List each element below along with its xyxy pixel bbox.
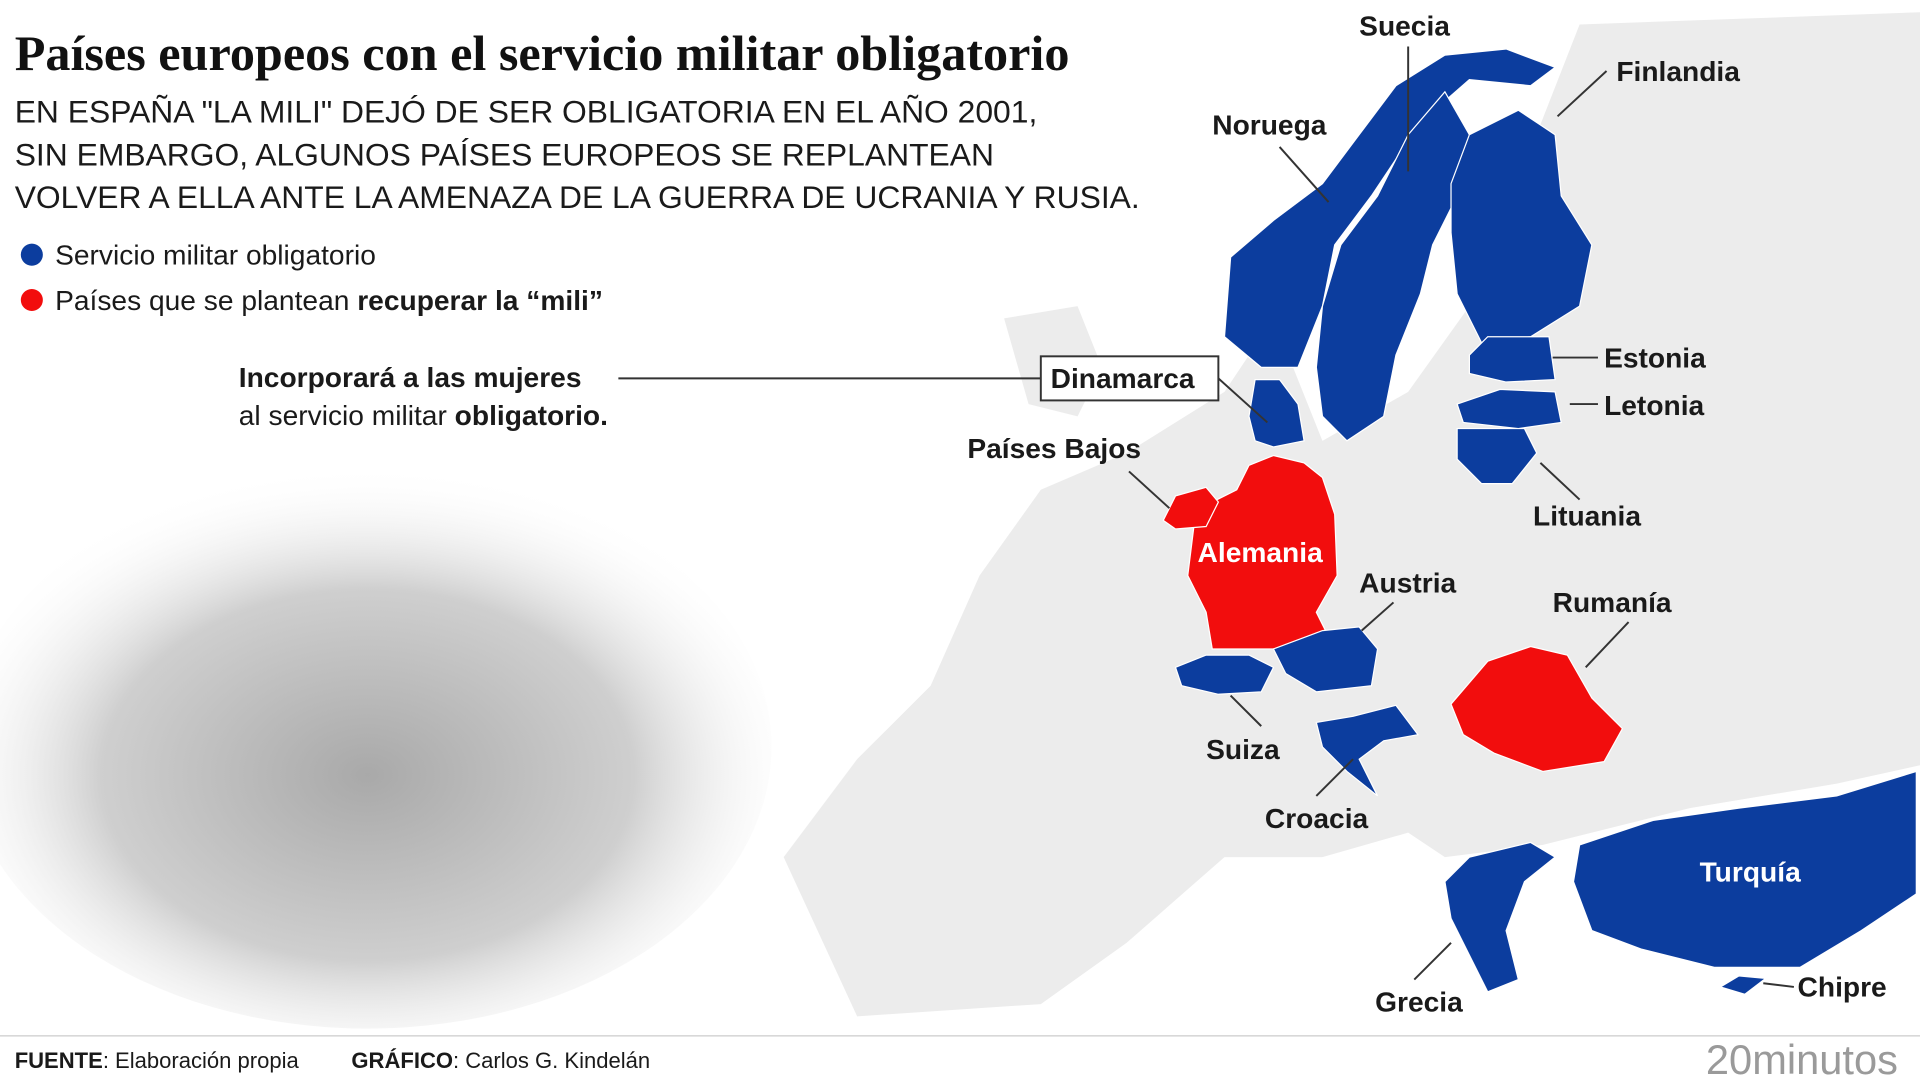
photo-backdrop (0, 465, 772, 1029)
country-croacia (1315, 704, 1420, 797)
country-label: Grecia (1375, 986, 1463, 1017)
annotation-bold: obligatorio. (455, 400, 608, 431)
country-label: Suiza (1206, 734, 1280, 765)
leader (1539, 462, 1581, 501)
leader (1763, 982, 1794, 988)
credit-label: GRÁFICO (351, 1048, 453, 1073)
country-chipre (1718, 975, 1768, 995)
country-label: Letonia (1604, 390, 1704, 421)
country-estonia (1468, 336, 1556, 383)
title: Países europeos con el servicio militar … (15, 25, 1070, 81)
country-label: Croacia (1265, 803, 1369, 834)
country-suiza (1174, 654, 1275, 695)
legend-bold: recuperar la “mili” (357, 285, 603, 316)
country-turquia (1572, 770, 1917, 968)
country-label: Dinamarca (1051, 363, 1195, 394)
label-box (1039, 355, 1220, 402)
country-finlandia (1450, 109, 1593, 344)
legend-text: Servicio militar obligatorio (55, 239, 376, 270)
country-label: Turquía (1700, 857, 1801, 888)
annotation-text: al servicio militar (239, 400, 455, 431)
country-label: Austria (1359, 568, 1456, 599)
country-austria (1272, 626, 1379, 693)
country-label: Suecia (1359, 11, 1450, 42)
legend-dot (20, 243, 43, 266)
legend-item: Países que se plantean recuperar la “mil… (55, 285, 603, 316)
country-label: Rumanía (1553, 587, 1672, 618)
country-noruega (1223, 48, 1557, 368)
logo: 20minutos (1706, 1036, 1898, 1080)
country-label: Chipre (1798, 972, 1887, 1003)
country-label: Países Bajos (967, 433, 1141, 464)
country-rumania (1450, 645, 1624, 773)
leader (1229, 694, 1262, 727)
leader (1278, 146, 1330, 203)
subtitle-line: VOLVER A ELLA ANTE LA AMENAZA DE LA GUER… (15, 179, 1140, 215)
annotation: al servicio militar obligatorio. (239, 400, 608, 431)
leader (1128, 470, 1171, 509)
legend-text: Países que se plantean (55, 285, 357, 316)
country-paises-bajos (1162, 486, 1220, 530)
credit: GRÁFICO: Carlos G. Kindelán (351, 1048, 650, 1073)
legend-item: Servicio militar obligatorio (55, 239, 376, 270)
annotation: Incorporará a las mujeres (239, 362, 582, 393)
country-label: Noruega (1212, 110, 1327, 141)
leader (1217, 377, 1269, 424)
country-letonia (1456, 388, 1562, 430)
subtitle-line: EN ESPAÑA "LA MILI" DEJÓ DE SER OBLIGATO… (15, 93, 1038, 129)
countries (1162, 48, 1917, 995)
country-dinamarca (1248, 378, 1305, 448)
subtitle-line: SIN EMBARGO, ALGUNOS PAÍSES EUROPEOS SE … (15, 136, 994, 172)
legend-dot (20, 288, 43, 312)
leader (1413, 942, 1452, 981)
source-text: : Elaboración propia (103, 1048, 300, 1073)
leader (1556, 70, 1608, 118)
leader-lines (618, 46, 1794, 988)
country-label: Alemania (1198, 537, 1324, 568)
source-label: FUENTE (15, 1048, 103, 1073)
country-suecia (1315, 90, 1471, 442)
land (783, 12, 1920, 1017)
credit-text: : Carlos G. Kindelán (453, 1048, 650, 1073)
source: FUENTE: Elaboración propia (15, 1048, 300, 1073)
country-grecia (1444, 841, 1557, 993)
leader (1360, 601, 1395, 632)
country-label: Estonia (1604, 342, 1706, 373)
country-lituania (1456, 427, 1538, 485)
legend: Servicio militar obligatorio Países que s… (20, 239, 603, 316)
country-label: Finlandia (1616, 56, 1740, 87)
leader (1315, 758, 1354, 797)
leader (1585, 621, 1630, 669)
country-label: Lituania (1533, 500, 1641, 531)
